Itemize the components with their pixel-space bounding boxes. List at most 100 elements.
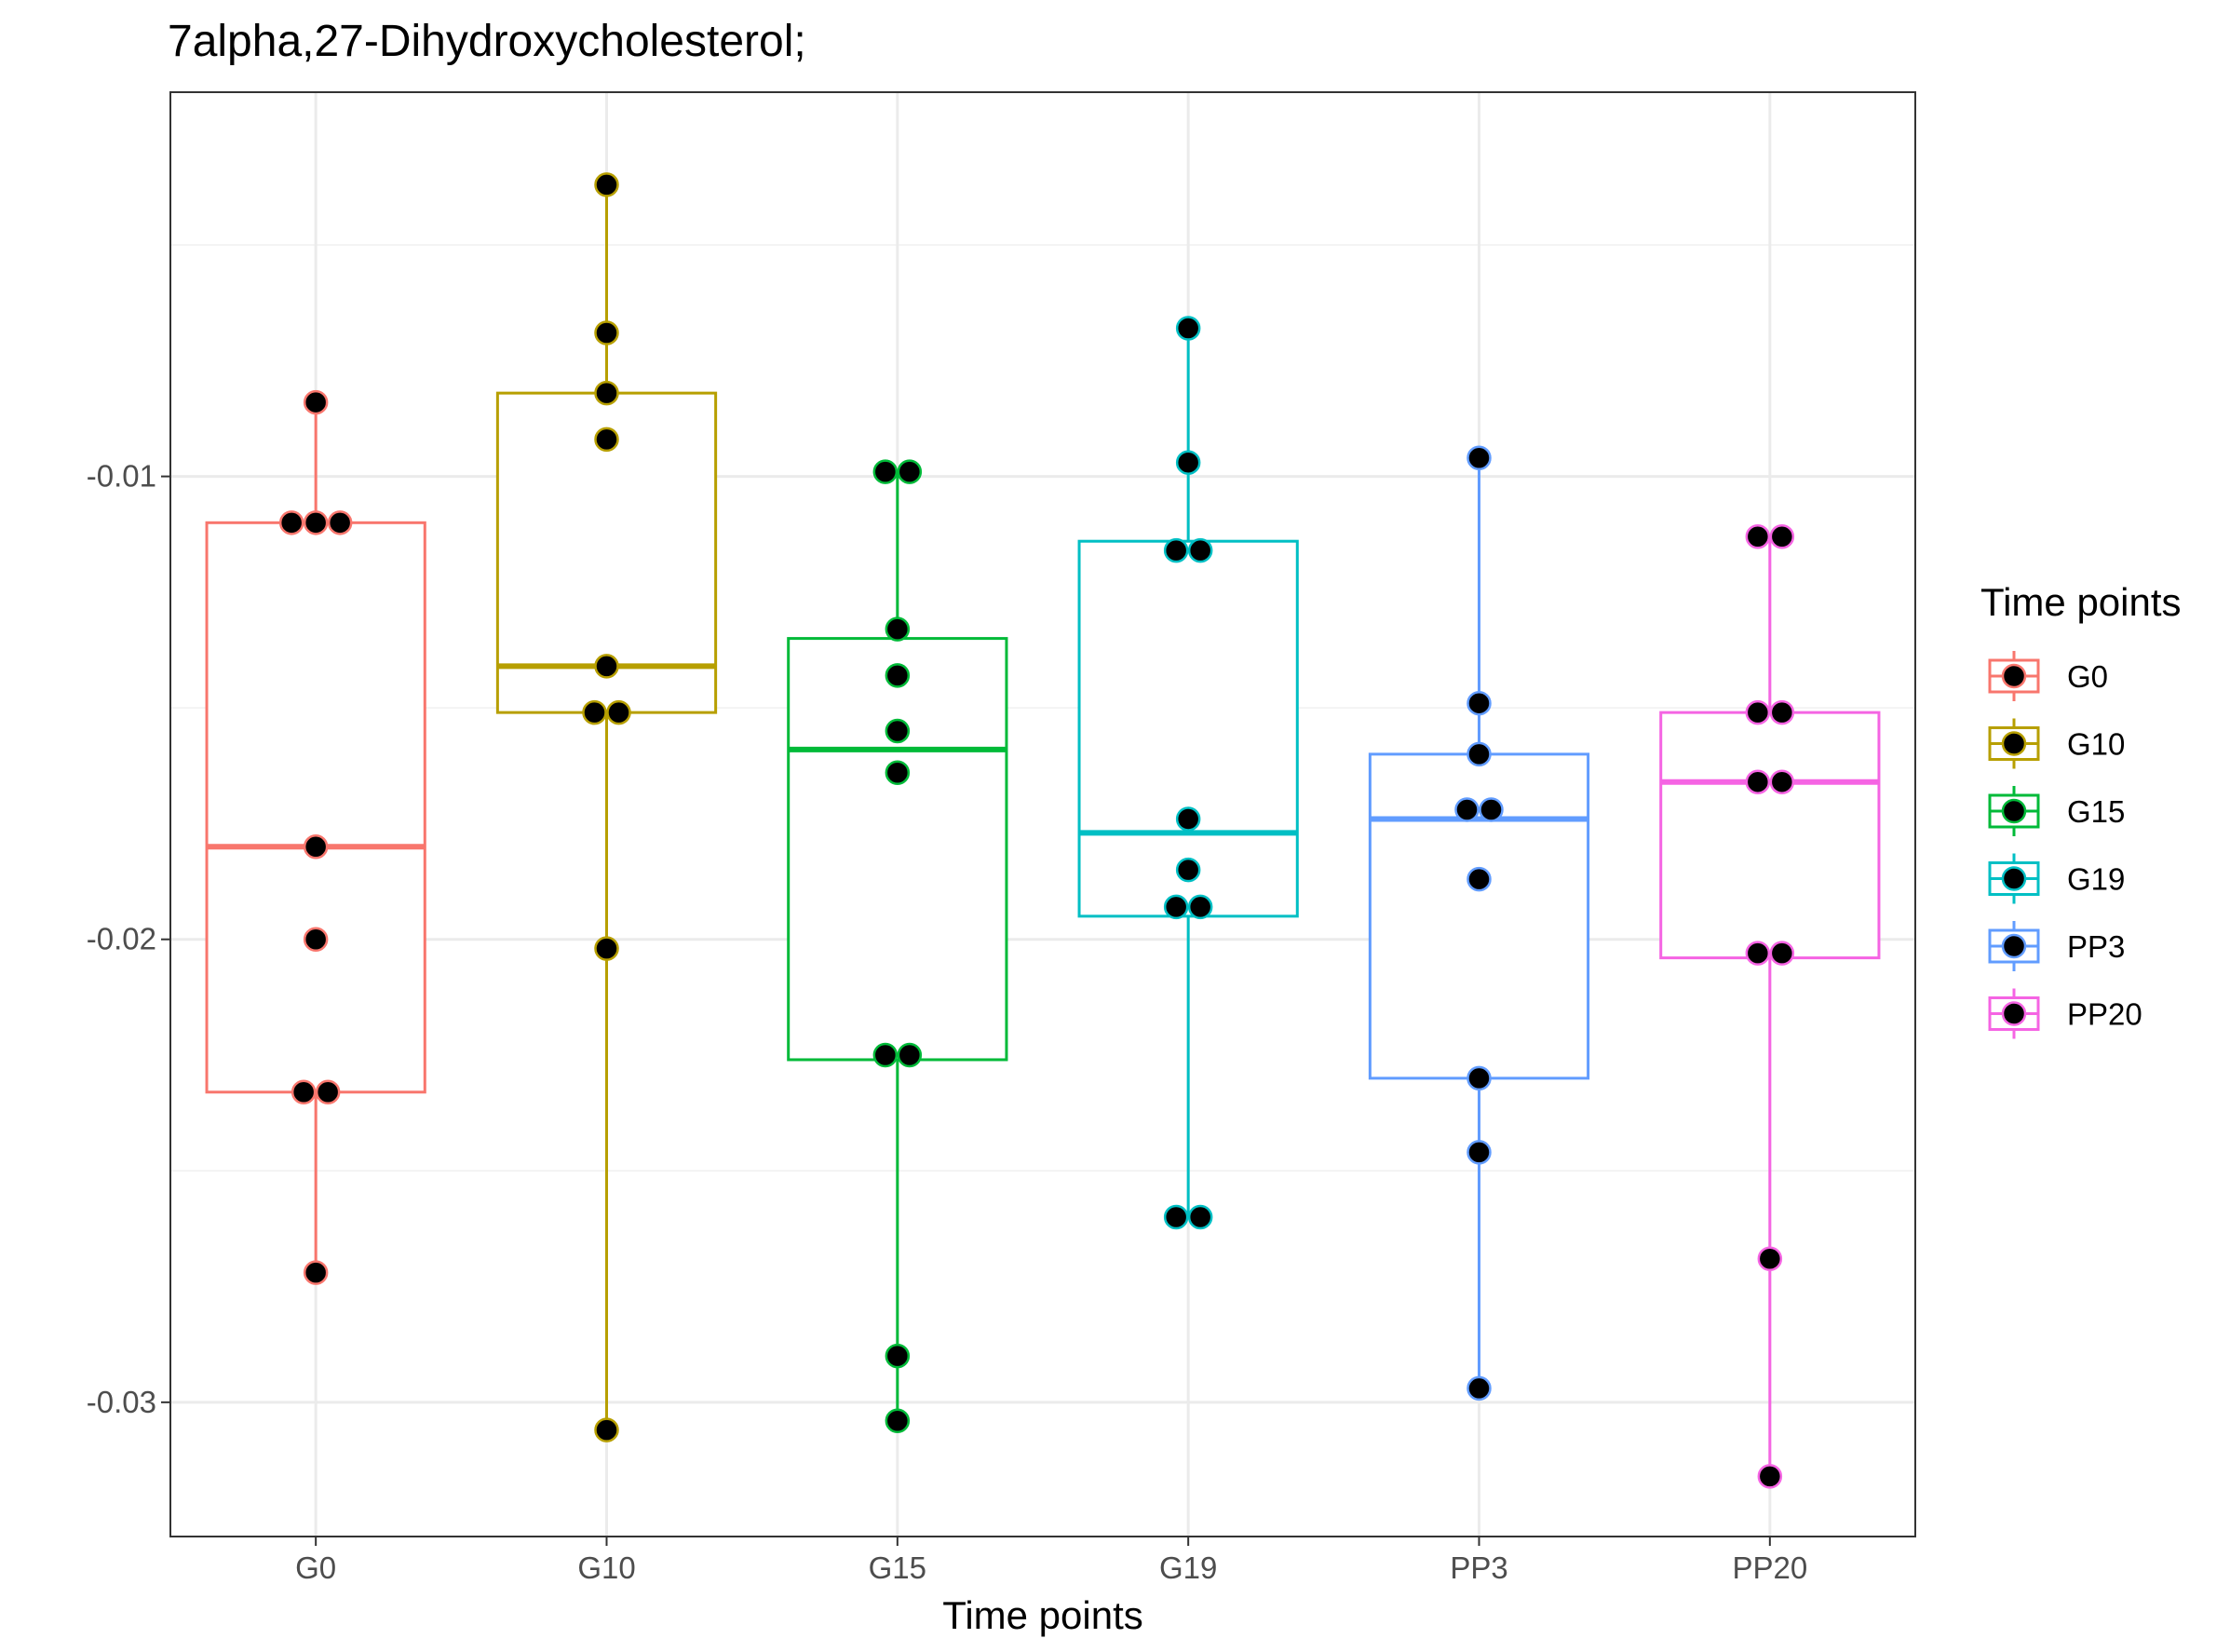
data-point [885,1408,911,1433]
x-tick-label: G19 [1159,1550,1217,1585]
data-point [1757,1246,1783,1271]
box [1077,539,1299,918]
data-point [594,1417,619,1442]
data-point [1187,1204,1213,1230]
legend-item-g0: G0 [1988,651,2108,701]
box [205,521,426,1094]
data-point [594,320,619,345]
box [1659,711,1881,960]
legend-key-dot [2001,866,2027,891]
x-tick-label: G10 [577,1550,635,1585]
legend-key-dot [2001,663,2027,689]
data-point [1163,537,1189,563]
legend-key-dot [2001,933,2027,959]
data-point [1769,699,1795,725]
data-point [1466,1065,1492,1091]
data-point [1466,866,1492,892]
legend-label: G10 [2067,727,2125,762]
data-point [885,718,911,744]
legend-key-dot [2001,1001,2027,1026]
data-point [1757,1464,1783,1489]
data-point [327,510,353,535]
legend-key-dot [2001,731,2027,756]
legend-item-g19: G19 [1988,853,2125,904]
data-point [303,1260,329,1285]
data-point [1769,769,1795,794]
data-point [885,616,911,642]
y-tick-label: -0.02 [87,922,156,956]
data-point [606,699,631,725]
x-tick-label: G15 [869,1550,926,1585]
y-tick-label: -0.03 [87,1385,156,1419]
data-point [1745,769,1771,794]
data-point [897,459,923,484]
data-point [1745,523,1771,549]
legend-label: G19 [2067,862,2125,897]
data-point [278,510,304,535]
y-tick-label: -0.01 [87,459,156,494]
data-point [1187,537,1213,563]
data-point [315,1079,341,1105]
box-group-g19 [1077,316,1299,1230]
box [787,637,1008,1062]
legend-item-pp20: PP20 [1988,988,2142,1039]
data-point [594,427,619,453]
data-point [872,459,899,484]
data-point [303,389,329,415]
data-point [594,380,619,406]
data-point [1769,523,1795,549]
data-point [1745,941,1771,966]
legend-label: G15 [2067,794,2125,829]
data-point [885,663,911,688]
data-point [594,172,619,197]
data-point [594,654,619,679]
data-point [897,1042,923,1068]
boxplots [205,172,1881,1489]
data-point [1745,699,1771,725]
data-point [1175,450,1201,475]
data-point [1466,741,1492,767]
data-point [1466,690,1492,716]
legend-item-g15: G15 [1988,786,2125,836]
x-axis: G0 G10 G15 G19 PP3 PP20 [295,1537,1807,1585]
box-group-g10 [495,172,718,1442]
x-axis-title: Time points [942,1593,1143,1637]
data-point [885,760,911,786]
legend-key-dot [2001,798,2027,824]
data-point [1466,445,1492,470]
legend-item-pp3: PP3 [1988,921,2125,971]
box [1368,752,1590,1080]
legend-title: Time points [1980,580,2182,624]
legend-label: PP3 [2067,929,2125,964]
plot-background [170,92,1915,1537]
data-point [1769,941,1795,966]
data-point [1479,797,1504,822]
data-point [1175,806,1201,832]
data-point [303,927,329,952]
data-point [872,1042,899,1068]
x-tick-label: PP3 [1450,1550,1507,1585]
box-group-g15 [787,459,1008,1433]
data-point [1175,316,1201,341]
data-point [303,510,329,535]
legend-label: PP20 [2067,997,2142,1032]
data-point [1175,857,1201,883]
legend-label: G0 [2067,659,2108,694]
data-point [1466,1375,1492,1401]
data-point [594,936,619,961]
data-point [1466,1140,1492,1165]
data-point [885,1343,911,1369]
data-point [1454,797,1480,822]
data-point [1163,1204,1189,1230]
x-tick-label: G0 [295,1550,336,1585]
chart-title: 7alpha,27-Dihydroxycholesterol; [168,17,806,66]
y-axis: -0.01 -0.02 -0.03 [87,459,170,1419]
x-tick-label: PP20 [1732,1550,1807,1585]
box-group-pp3 [1368,445,1590,1401]
data-point [1187,894,1213,920]
legend: Time points G0 G10 G15 G19 PP3 PP20 [1980,580,2182,1039]
data-point [303,834,329,860]
data-point [1163,894,1189,920]
data-point [291,1079,317,1105]
